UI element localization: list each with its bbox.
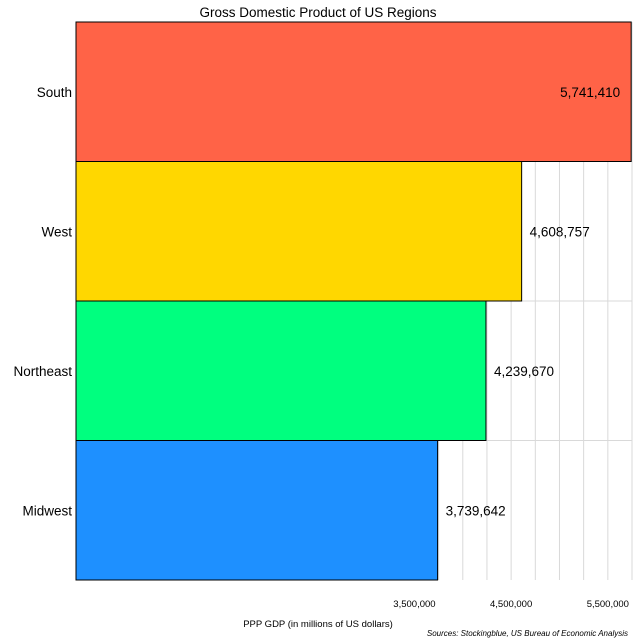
x-axis-label: PPP GDP (in millions of US dollars) xyxy=(243,619,393,630)
bar-northeast xyxy=(75,300,487,441)
x-tick-label: 3,500,000 xyxy=(393,599,435,610)
source-note: Sources: Stockingblue, US Bureau of Econ… xyxy=(427,629,628,638)
x-tick-label: 5,500,000 xyxy=(587,599,629,610)
bars xyxy=(75,21,632,581)
bar-west xyxy=(75,161,523,302)
category-label-west: West xyxy=(41,224,72,239)
data-label-midwest: 3,739,642 xyxy=(446,503,506,518)
bar-south xyxy=(75,21,632,162)
x-tick-label: 4,500,000 xyxy=(490,599,532,610)
x-tick-labels: 3,500,000 4,500,000 5,500,000 xyxy=(393,599,629,610)
data-label-northeast: 4,239,670 xyxy=(494,364,554,379)
category-label-midwest: Midwest xyxy=(22,503,72,518)
category-labels: South West Northeast Midwest xyxy=(13,85,72,519)
chart-title: Gross Domestic Product of US Regions xyxy=(199,5,436,20)
data-label-west: 4,608,757 xyxy=(530,224,590,239)
category-label-northeast: Northeast xyxy=(13,364,72,379)
data-label-south: 5,741,410 xyxy=(560,85,620,100)
data-labels: 5,741,410 4,608,757 4,239,670 3,739,642 xyxy=(446,85,621,519)
category-label-south: South xyxy=(37,85,72,100)
bar-midwest xyxy=(75,440,439,581)
